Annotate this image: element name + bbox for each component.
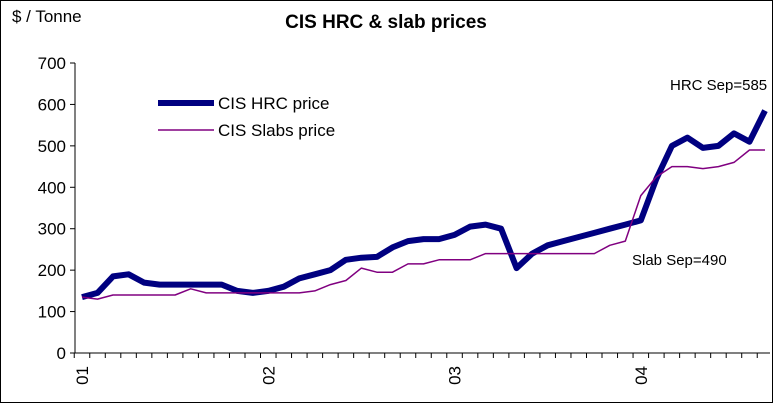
y-tick-label: 200 (38, 261, 66, 280)
annotation: Slab Sep=490 (632, 252, 727, 269)
y-tick-label: 300 (38, 220, 66, 239)
y-axis-label: $ / Tonne (12, 7, 82, 26)
series-line (81, 149, 765, 300)
annotation: HRC Sep=585 (670, 77, 767, 94)
y-tick-label: 500 (38, 137, 66, 156)
x-tick-label: 03 (446, 366, 465, 385)
legend-label: CIS Slabs price (218, 121, 335, 140)
y-tick-label: 700 (38, 54, 66, 73)
y-tick-label: 100 (38, 303, 66, 322)
y-tick-label: 0 (57, 344, 66, 363)
chart-title: CIS HRC & slab prices (285, 12, 487, 33)
series-line (81, 109, 768, 300)
legend-label: CIS HRC price (218, 94, 329, 113)
x-tick-label: 02 (259, 366, 278, 385)
y-tick-label: 600 (38, 95, 66, 114)
x-tick-label: 04 (632, 366, 651, 385)
y-tick-label: 400 (38, 178, 66, 197)
x-tick-label: 01 (73, 366, 92, 385)
